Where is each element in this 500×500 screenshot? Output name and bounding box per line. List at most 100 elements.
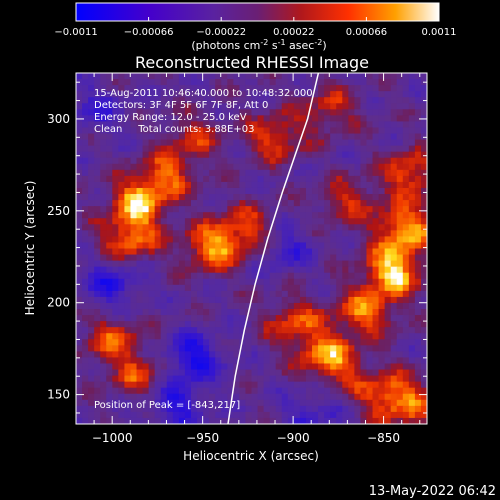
heatmap-cell [378,272,386,280]
heatmap-cell [287,145,295,153]
heatmap-cell [324,194,331,201]
heatmap-cell [100,109,107,116]
heatmap-cell [142,242,150,250]
heatmap-cell [330,139,337,147]
heatmap-cell [227,121,234,129]
heatmap-cell [118,200,126,207]
heatmap-cell [420,375,427,383]
heatmap-cell [287,181,295,189]
heatmap-cell [178,363,186,371]
heatmap-cell [402,296,410,304]
heatmap-cell [348,175,355,183]
heatmap-cell [100,284,107,292]
heatmap-cell [360,181,368,189]
heatmap-cell [178,381,186,389]
heatmap-cell [184,218,192,225]
heatmap-cell [221,175,228,183]
heatmap-cell [354,393,362,401]
heatmap-cell [130,200,138,207]
heatmap-cell [354,242,362,250]
heatmap-cell [312,181,319,189]
heatmap-cell [305,91,313,98]
heatmap-cell [184,139,192,147]
heatmap-cell [106,79,113,86]
heatmap-cell [354,417,362,424]
heatmap-cell [221,206,228,213]
heatmap-cell [263,309,271,316]
heatmap-cell [172,399,180,407]
heatmap-cell [336,175,343,183]
heatmap-cell [227,369,234,377]
heatmap-cell [94,327,101,334]
heatmap-cell [269,115,277,123]
heatmap-cell [215,405,222,413]
heatmap-cell [94,375,101,383]
heatmap-cell [130,393,138,401]
heatmap-cell [178,296,186,304]
heatmap-cell [203,139,210,147]
heatmap-cell [172,339,180,346]
heatmap-cell [318,248,325,256]
heatmap-cell [221,333,228,340]
heatmap-cell [299,121,307,129]
heatmap-cell [348,236,355,244]
heatmap-cell [378,163,386,171]
heatmap-cell [112,103,119,110]
heatmap-cell [203,212,210,219]
heatmap-cell [318,187,325,195]
heatmap-cell [82,333,89,340]
heatmap-cell [287,139,295,147]
heatmap-cell [408,230,416,237]
heatmap-cell [330,272,337,280]
heatmap-cell [233,200,240,207]
heatmap-cell [408,115,416,123]
heatmap-cell [203,169,210,177]
heatmap-cell [293,121,301,129]
heatmap-cell [136,139,144,147]
heatmap-cell [396,417,404,424]
heatmap-cell [76,121,83,129]
heatmap-cell [348,260,355,268]
heatmap-cell [324,103,331,110]
heatmap-cell [299,242,307,250]
heatmap-cell [414,103,422,110]
heatmap-cell [106,73,113,80]
heatmap-cell [142,103,150,110]
heatmap-cell [118,411,126,419]
heatmap-cell [257,139,265,147]
heatmap-cell [94,381,101,389]
heatmap-cell [336,133,343,141]
heatmap-cell [414,381,422,389]
heatmap-cell [348,417,355,424]
heatmap-cell [190,393,198,401]
heatmap-cell [305,351,313,359]
heatmap-cell [203,133,210,141]
heatmap-cell [209,417,216,424]
heatmap-cell [124,369,132,377]
heatmap-cell [154,302,162,310]
heatmap-cell [100,393,107,401]
heatmap-cell [390,399,398,407]
heatmap-cell [408,266,416,274]
heatmap-cell [263,194,271,201]
heatmap-cell [324,242,331,250]
heatmap-cell [372,393,380,401]
heatmap-cell [281,91,289,98]
heatmap-cell [166,284,174,292]
heatmap-cell [275,248,283,256]
heatmap-cell [172,357,180,365]
heatmap-cell [263,272,271,280]
heatmap-cell [299,381,307,389]
heatmap-cell [233,157,240,165]
heatmap-cell [82,399,89,407]
heatmap-cell [106,133,113,141]
heatmap-cell [100,163,107,171]
heatmap-cell [336,315,343,322]
heatmap-cell [136,212,144,219]
heatmap-cell [233,145,240,153]
heatmap-cell [366,175,374,183]
heatmap-cell [257,411,265,419]
heatmap-cell [82,218,89,225]
heatmap-cell [76,296,83,304]
heatmap-cell [275,236,283,244]
